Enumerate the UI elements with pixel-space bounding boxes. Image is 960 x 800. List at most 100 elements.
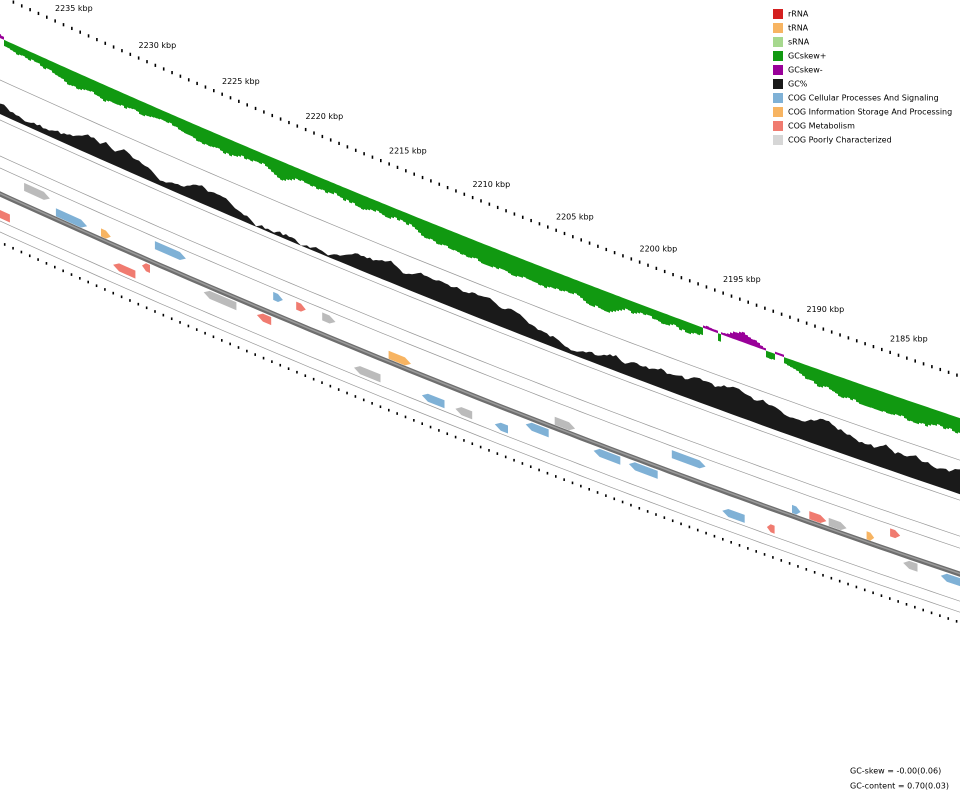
gene-feature (809, 511, 827, 523)
gc-skew-segment (715, 329, 718, 334)
gc-skew-segment (460, 234, 463, 255)
gc-skew-segment (835, 375, 838, 394)
gc-skew-segment (892, 395, 895, 416)
gc-skew-segment (181, 118, 184, 133)
gc-skew-segment (316, 175, 319, 190)
gc-skew-segment (523, 259, 526, 278)
gc-skew-segment (100, 83, 103, 100)
gc-skew-segment (637, 303, 640, 314)
gc-skew-segment (385, 204, 388, 218)
gc-skew-segment (82, 75, 85, 91)
gene-feature (890, 528, 901, 539)
tracks (0, 0, 960, 623)
legend-swatch (773, 9, 783, 19)
gc-skew-segment (832, 374, 835, 392)
ruler-label: 2210 kbp (473, 180, 511, 189)
gc-skew-segment (745, 334, 748, 345)
gc-skew-segment (403, 211, 406, 223)
legend-swatch (773, 93, 783, 103)
gc-skew-segment (739, 331, 742, 342)
gc-skew-segment (634, 302, 637, 314)
gc-skew-segment (640, 304, 643, 314)
legend-swatch (773, 135, 783, 145)
legend-label: COG Metabolism (788, 122, 855, 131)
gene-feature (525, 422, 549, 438)
gc-skew-segment (436, 224, 439, 245)
gc-skew-segment (205, 128, 208, 146)
gc-skew-segment (928, 407, 931, 426)
gc-skew-segment (340, 185, 343, 199)
gc-skew-segment (700, 326, 703, 336)
ruler-label: 2185 kbp (890, 334, 928, 343)
gc-skew-segment (598, 288, 601, 309)
gc-skew-stat: GC-skew = -0.00(0.06) (850, 767, 941, 776)
gc-skew-segment (865, 385, 868, 407)
ruler-label: 2225 kbp (222, 77, 260, 86)
gene-feature (256, 313, 272, 326)
gc-skew-segment (190, 122, 193, 137)
gc-skew-segment (712, 328, 715, 333)
gc-skew-segment (220, 135, 223, 152)
gc-skew-segment (619, 296, 622, 311)
gc-content-stat: GC-content = 0.70(0.03) (850, 782, 949, 791)
gc-skew-segment (670, 315, 673, 326)
gc-skew-segment (655, 309, 658, 321)
gc-skew-segment (880, 390, 883, 412)
gc-skew-segment (466, 236, 469, 258)
gc-skew-segment (406, 212, 409, 226)
gene-feature (828, 517, 847, 531)
gc-skew-segment (370, 198, 373, 211)
gc-skew-segment (583, 282, 586, 302)
gc-skew-segment (694, 324, 697, 334)
gc-skew-segment (103, 84, 106, 102)
gc-skew-segment (451, 230, 454, 251)
gc-skew-segment (529, 261, 532, 281)
gc-skew-segment (46, 58, 49, 70)
gc-skew-segment (685, 321, 688, 334)
gc-skew-segment (43, 57, 46, 70)
gc-skew-segment (541, 266, 544, 287)
gc-skew-segment (826, 372, 829, 388)
gc-skew-segment (424, 220, 427, 239)
gc-skew-segment (661, 312, 664, 325)
gc-skew-segment (592, 286, 595, 308)
gc-skew-segment (484, 244, 487, 266)
gc-skew-segment (568, 276, 571, 294)
gc-skew-segment (763, 347, 766, 351)
gc-skew-segment (676, 317, 679, 328)
gc-skew-segment (1, 35, 4, 40)
gc-skew-segment (649, 307, 652, 317)
gc-skew-segment (796, 361, 799, 372)
gene-feature (722, 509, 745, 523)
gene-feature (421, 393, 445, 409)
gene-feature (101, 228, 111, 239)
gc-skew-segment (544, 267, 547, 289)
gc-skew-segment (91, 79, 94, 93)
gc-skew-segment (562, 274, 565, 292)
gc-skew-segment (166, 112, 169, 124)
gc-skew-segment (223, 136, 226, 155)
gc-skew-segment (817, 368, 820, 388)
gc-skew-segment (334, 183, 337, 194)
gc-skew-segment (391, 206, 394, 219)
gc-skew-segment (706, 325, 709, 330)
gc-skew-segment (298, 168, 301, 182)
gc-skew-segment (931, 408, 934, 426)
legend-swatch (773, 79, 783, 89)
gc-skew-segment (442, 227, 445, 246)
gc-skew-segment (310, 173, 313, 187)
gc-skew-segment (472, 239, 475, 259)
gc-skew-segment (16, 45, 19, 56)
gc-skew-segment (469, 238, 472, 259)
legend-label: sRNA (788, 38, 810, 47)
gc-skew-segment (517, 257, 520, 277)
gc-skew-segment (505, 252, 508, 272)
gc-skew-segment (799, 362, 802, 375)
legend-label: GCskew- (788, 66, 823, 75)
gc-skew-segment (658, 311, 661, 323)
gc-skew-segment (379, 201, 382, 214)
legend-label: COG Information Storage And Processing (788, 108, 952, 117)
gc-skew-segment (949, 414, 952, 429)
gc-skew-segment (628, 299, 631, 312)
gc-skew-segment (193, 123, 196, 139)
